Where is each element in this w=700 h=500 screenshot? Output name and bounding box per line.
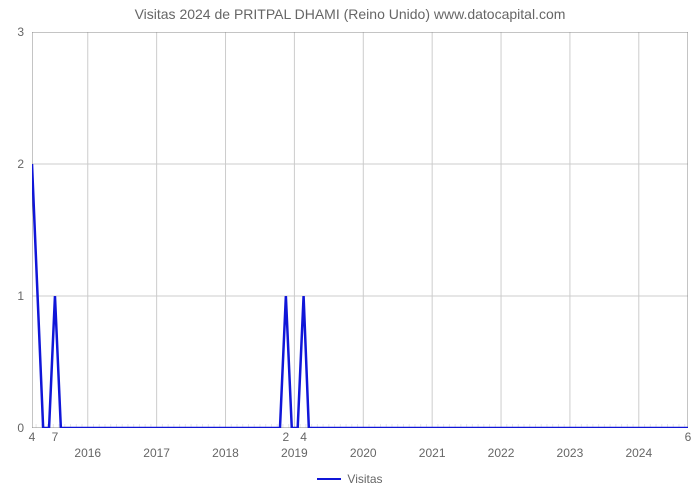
chart-title: Visitas 2024 de PRITPAL DHAMI (Reino Uni… — [0, 6, 700, 22]
x-tick-label: 2022 — [488, 446, 515, 460]
data-point-label: 4 — [29, 430, 36, 444]
data-point-label: 7 — [52, 430, 59, 444]
y-tick-label: 2 — [0, 157, 24, 171]
x-tick-label: 2021 — [419, 446, 446, 460]
chart-container: { "chart": { "type": "line", "title": "V… — [0, 0, 700, 500]
x-tick-label: 2017 — [143, 446, 170, 460]
x-tick-label: 2018 — [212, 446, 239, 460]
plot-svg — [32, 32, 688, 428]
y-tick-label: 0 — [0, 421, 24, 435]
x-tick-label: 2024 — [625, 446, 652, 460]
legend: Visitas — [0, 472, 700, 486]
x-tick-label: 2023 — [557, 446, 584, 460]
y-tick-label: 1 — [0, 289, 24, 303]
data-point-label: 4 — [300, 430, 307, 444]
plot-area — [32, 32, 688, 428]
y-tick-label: 3 — [0, 25, 24, 39]
legend-label: Visitas — [347, 472, 382, 486]
x-tick-label: 2016 — [74, 446, 101, 460]
x-tick-label: 2020 — [350, 446, 377, 460]
legend-line — [317, 478, 341, 480]
data-point-label: 6 — [685, 430, 692, 444]
data-point-label: 2 — [283, 430, 290, 444]
x-tick-label: 2019 — [281, 446, 308, 460]
